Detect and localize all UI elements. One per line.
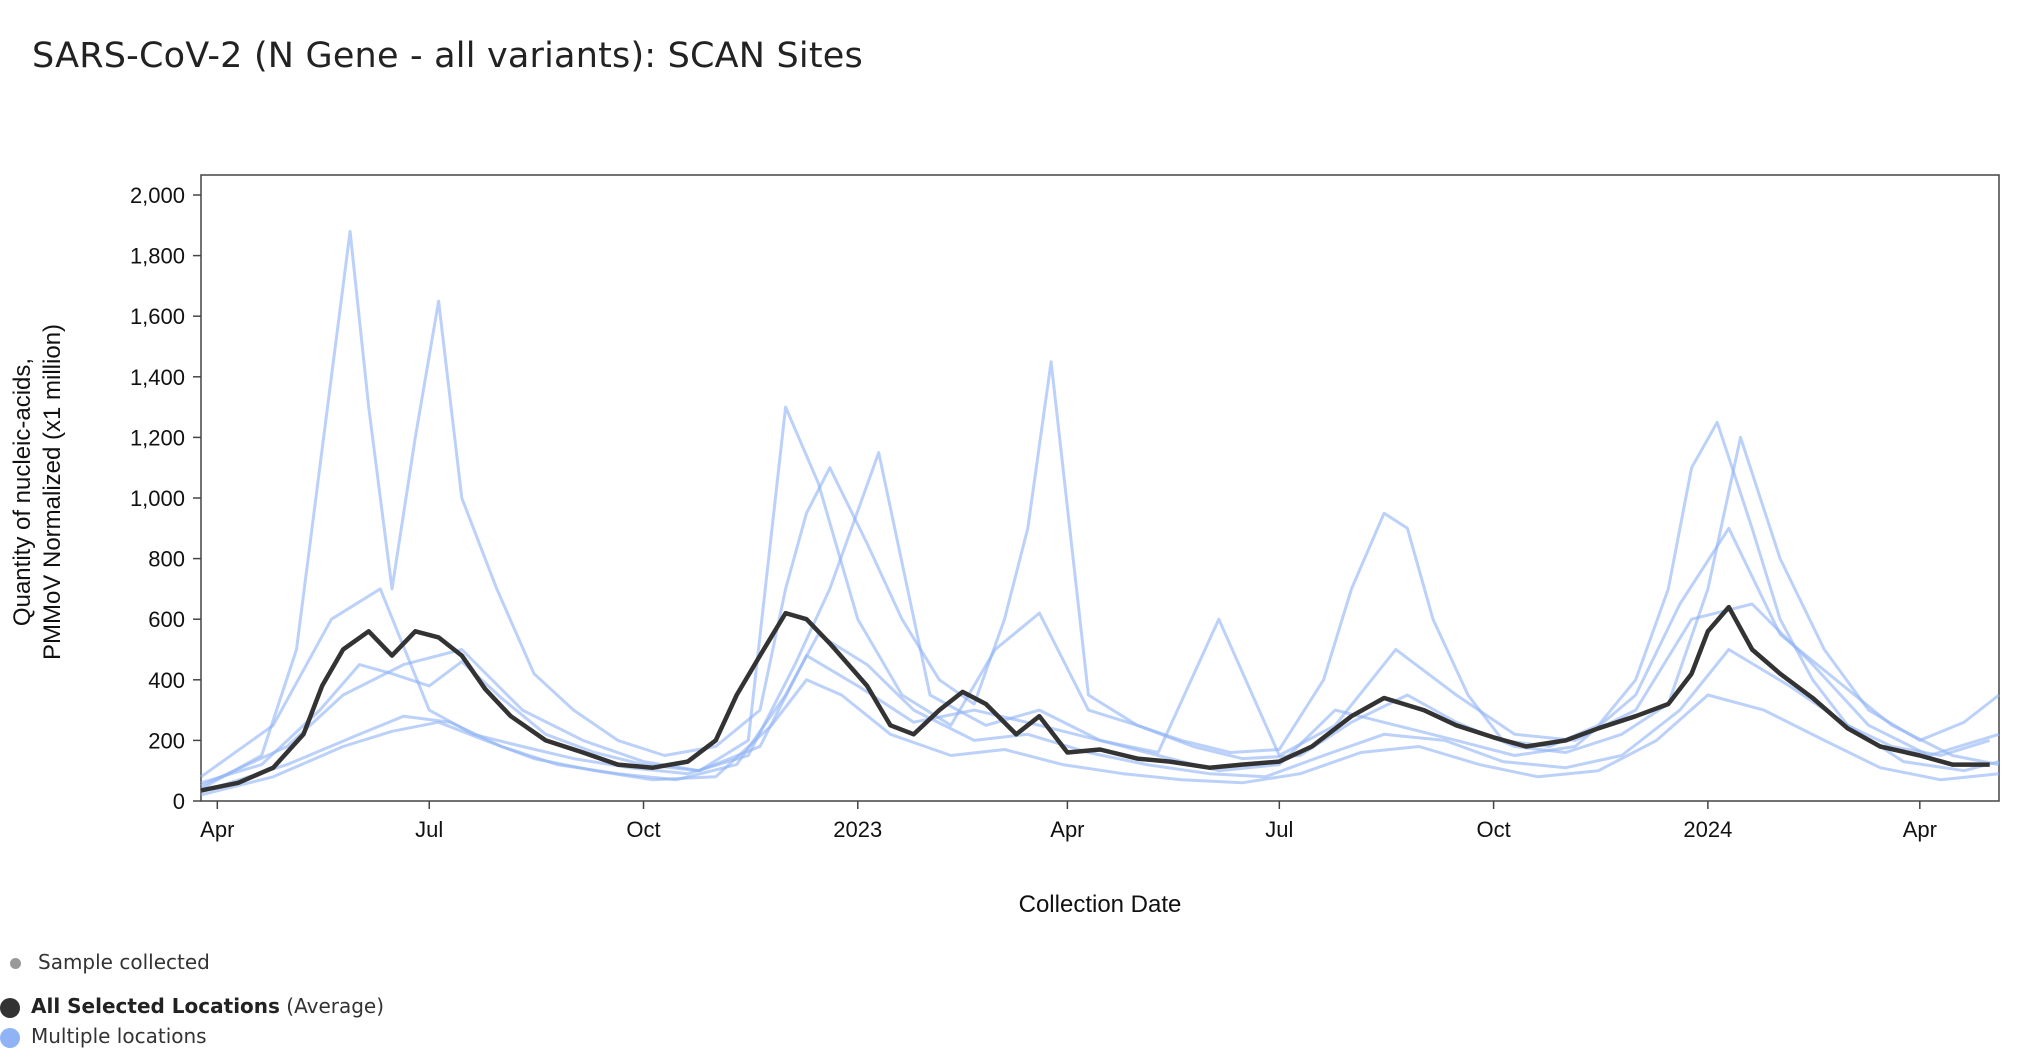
series-layer [200,229,2000,797]
y-tick-label: 1,000 [130,486,185,511]
y-tick-label: 2,000 [130,183,185,208]
x-tick-label: Oct [1476,817,1510,842]
y-tick-label: 0 [173,789,185,814]
legend-average-suffix: (Average) [279,994,385,1018]
legend-sample-collected: Sample collected [10,950,210,974]
x-tick-label: Oct [626,817,660,842]
y-tick-label: 400 [148,668,185,693]
chart: 0 200 400 600 800 1,000 1,200 1,400 1,600 1,800 2,… [9,174,2000,918]
x-tick-label: Jul [415,817,443,842]
y-tick-label: 800 [148,547,185,572]
x-tick-label: 2024 [1683,817,1732,842]
legend-sample-label: Sample collected [38,950,210,974]
y-tick-label: 200 [148,728,185,753]
x-axis: Apr Jul Oct 2023 Apr Jul Oct 2024 Apr [200,801,1937,842]
y-axis: 0 200 400 600 800 1,000 1,200 1,400 1,600 1,800 2,… [130,183,201,814]
series-line-location-1[interactable] [200,229,1991,791]
y-axis-label-line-2: PMMoV Normalized (x1 million) [39,324,66,660]
series-line-location-2[interactable] [200,405,2000,785]
x-tick-label: Apr [1903,817,1937,842]
y-tick-label: 1,400 [130,365,185,390]
y-tick-label: 600 [148,607,185,632]
chart-title: SARS-CoV-2 (N Gene - all variants): SCAN… [32,36,863,76]
x-tick-label: Apr [200,817,234,842]
x-tick-label: Apr [1050,817,1084,842]
x-tick-label: 2023 [833,817,882,842]
y-tick-label: 1,200 [130,425,185,450]
x-axis-label: Collection Date [1019,891,1182,918]
legend-multiple-locations[interactable]: Multiple locations [0,1024,207,1048]
y-axis-label-line-1: Quantity of nucleic-acids, [9,358,36,626]
series-line-location-3[interactable] [200,451,2000,779]
legend-multiple-label: Multiple locations [31,1024,207,1048]
locations-dot-icon [0,1027,20,1048]
legend-average-bold: All Selected Locations [31,994,280,1018]
series-line-location-6[interactable] [200,602,2000,788]
y-tick-label: 1,600 [130,304,185,329]
series-line-average[interactable] [200,604,1990,793]
x-tick-label: Jul [1265,817,1293,842]
sample-dot-icon [10,958,21,969]
average-dot-icon [0,997,20,1018]
plot-frame [200,174,2000,802]
series-line-location-5[interactable] [200,678,2000,797]
y-tick-label: 1,800 [130,244,185,269]
legend-average[interactable]: All Selected Locations (Average) [0,994,384,1018]
